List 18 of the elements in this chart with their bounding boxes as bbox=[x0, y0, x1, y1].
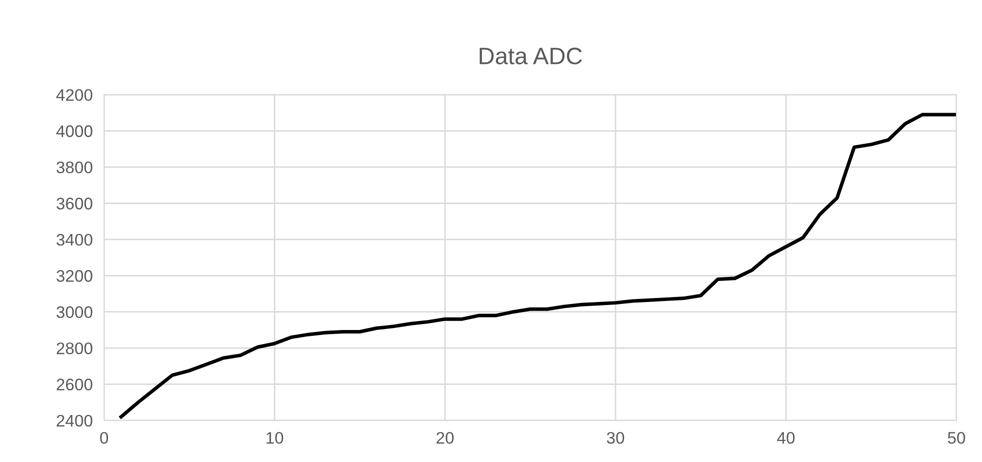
y-tick-label: 3400 bbox=[56, 234, 92, 246]
y-tick-label: 2800 bbox=[56, 342, 92, 354]
x-tick-label: 10 bbox=[266, 432, 284, 444]
y-tick-label: 3200 bbox=[56, 270, 92, 282]
x-tick-label: 30 bbox=[606, 432, 624, 444]
y-tick-label: 4200 bbox=[56, 89, 92, 101]
y-tick-label: 2600 bbox=[56, 378, 92, 390]
y-tick-label: 3000 bbox=[56, 306, 92, 318]
x-tick-label: 50 bbox=[948, 432, 966, 444]
y-tick-label: 4000 bbox=[56, 125, 92, 138]
x-tick-label: 40 bbox=[777, 432, 795, 444]
line-series bbox=[119, 112, 956, 419]
y-tick-label: 3800 bbox=[56, 161, 92, 174]
y-tick-label: 2400 bbox=[56, 414, 92, 427]
chart-title: Data ADC bbox=[480, 48, 582, 64]
x-tick-label: 20 bbox=[436, 432, 454, 444]
y-tick-label: 3600 bbox=[56, 198, 92, 210]
x-tick-label: 0 bbox=[100, 432, 108, 444]
